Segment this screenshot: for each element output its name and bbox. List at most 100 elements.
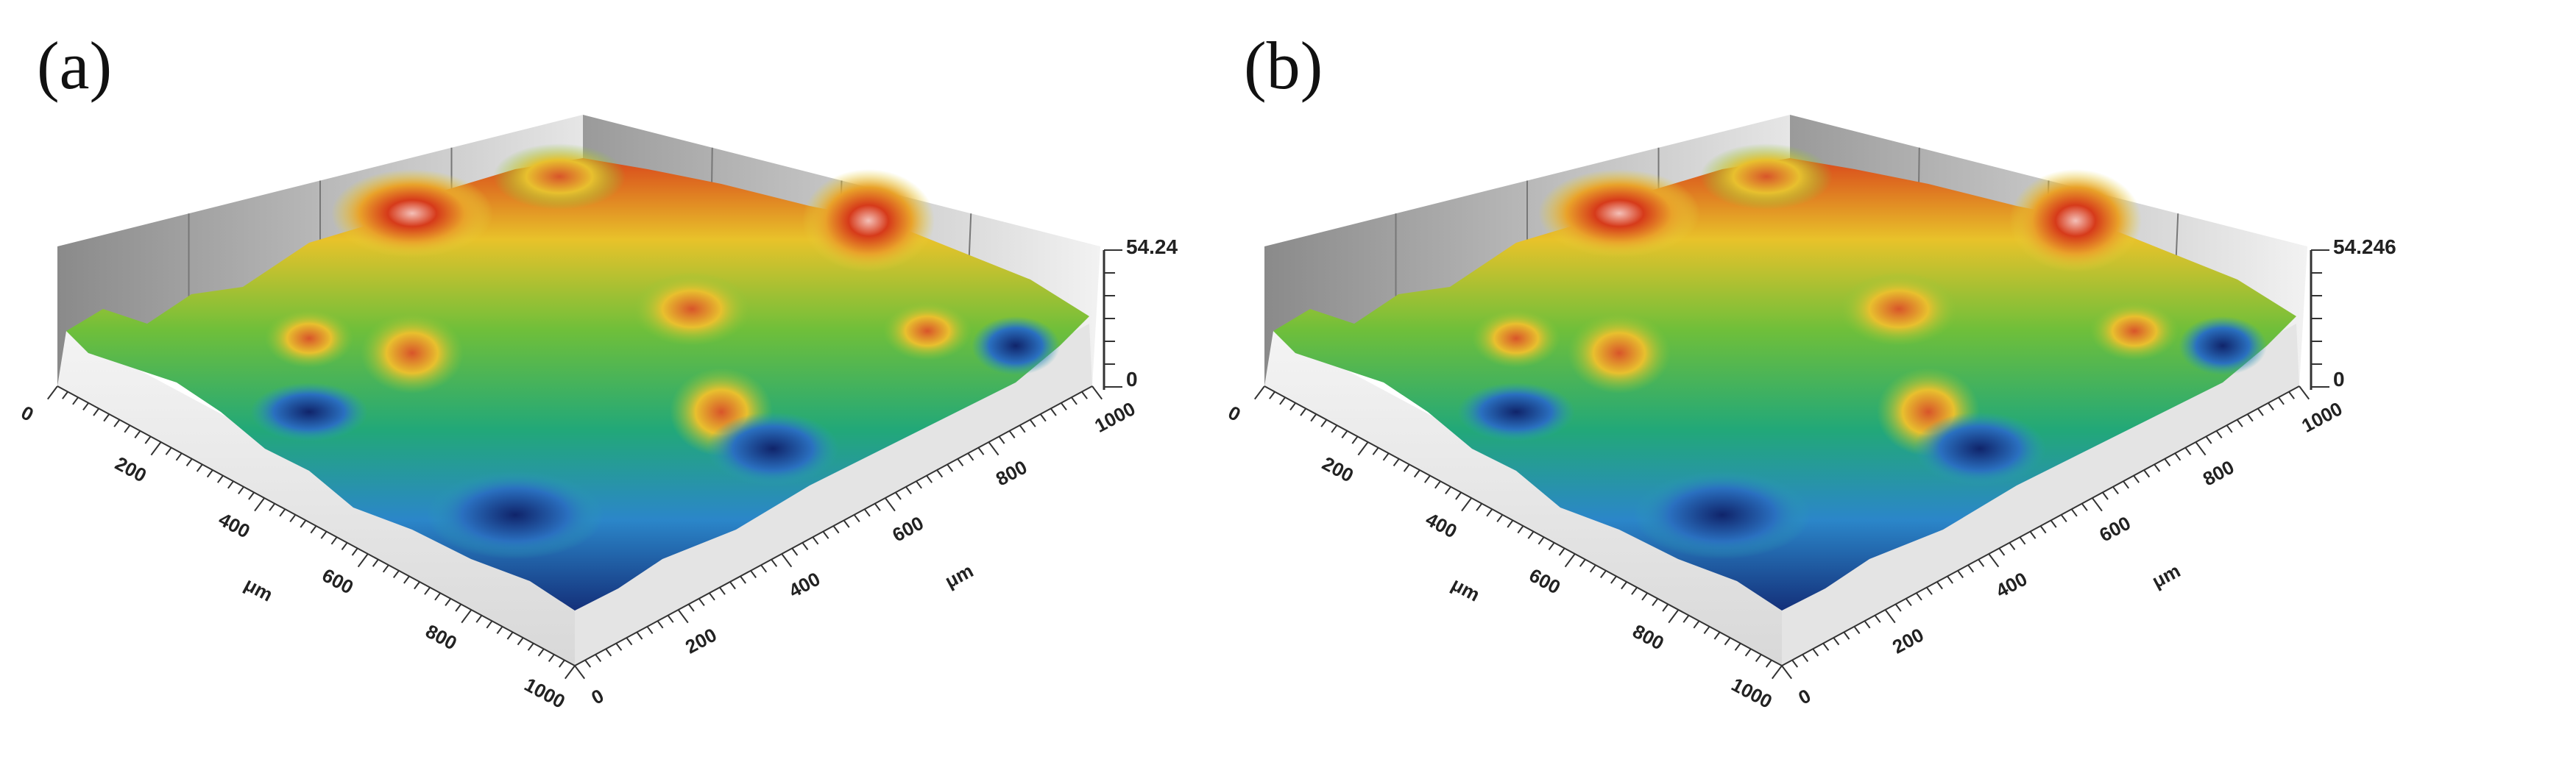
- y-tick-label: 0: [1794, 684, 1814, 708]
- x-tick-label: 600: [319, 564, 357, 599]
- y-minor-tick: [1905, 598, 1912, 607]
- y-minor-tick: [595, 654, 602, 663]
- x-minor-tick: [165, 446, 172, 455]
- x-tick-label: 600: [1526, 564, 1564, 599]
- y-minor-tick: [1050, 408, 1057, 416]
- z-tick-label: 54.246: [2333, 235, 2396, 258]
- y-minor-tick: [2070, 508, 2078, 517]
- y-minor-tick: [967, 452, 974, 461]
- surface-peak: [633, 272, 751, 346]
- box-front-right: [575, 324, 1092, 666]
- x-minor-tick: [1300, 408, 1307, 416]
- x-tick-label: 800: [422, 620, 460, 655]
- x-minor-tick: [455, 603, 462, 612]
- y-minor-tick: [1008, 430, 1016, 439]
- x-minor-tick: [1372, 446, 1379, 455]
- x-tick-label: 200: [112, 452, 150, 487]
- x-minor-tick: [1434, 480, 1441, 489]
- panel: 0 200 400 600 800 1000 0 200 400 600 800 1000 μm μm 54…: [18, 28, 1178, 713]
- y-tick-label: 200: [1889, 624, 1927, 658]
- y-minor-tick: [2257, 408, 2264, 416]
- box-front-left: [57, 331, 575, 666]
- surface: [1273, 158, 2296, 611]
- x-minor-tick: [1496, 514, 1504, 523]
- x-tick-label: 400: [1422, 508, 1460, 543]
- x-minor-tick: [1765, 659, 1772, 668]
- y-minor-tick: [646, 626, 654, 635]
- x-minor-tick: [1703, 626, 1710, 635]
- x-minor-tick: [372, 558, 379, 567]
- y-tick-label: 0: [587, 684, 607, 708]
- surface-peak: [493, 143, 626, 210]
- y-minor-tick: [1061, 402, 1067, 411]
- x-minor-tick: [1579, 558, 1586, 567]
- x-minor-tick: [1403, 463, 1410, 472]
- x-minor-tick: [1548, 542, 1555, 551]
- x-minor-tick: [1713, 631, 1721, 640]
- y-minor-tick: [853, 514, 860, 523]
- z-tick-label: 0: [1126, 368, 1138, 391]
- y-tick-label: 200: [682, 624, 720, 658]
- surface-peak: [361, 313, 464, 394]
- y-tick-label: 600: [888, 512, 927, 547]
- x-minor-tick: [1610, 575, 1617, 584]
- panel-label: (b): [1244, 28, 1323, 103]
- x-minor-tick: [341, 542, 348, 551]
- y-minor-tick: [1894, 603, 1902, 612]
- x-minor-tick: [300, 519, 307, 528]
- x-minor-tick: [445, 598, 452, 607]
- z-tick-label: 54.24: [1126, 235, 1178, 258]
- y-minor-tick: [2205, 435, 2212, 444]
- x-minor-tick: [1413, 469, 1420, 478]
- x-minor-tick: [1445, 486, 1451, 495]
- y-minor-tick: [2039, 525, 2047, 534]
- y-minor-tick: [2226, 424, 2233, 433]
- y-minor-tick: [1833, 637, 1840, 646]
- x-minor-tick: [1744, 648, 1752, 657]
- x-minor-tick: [1455, 491, 1462, 500]
- y-minor-tick: [874, 502, 881, 511]
- x-minor-tick: [82, 402, 89, 411]
- surface-peak: [883, 302, 972, 360]
- x-minor-tick: [1558, 547, 1565, 556]
- y-minor-tick: [605, 648, 612, 657]
- x-minor-tick: [1527, 530, 1535, 539]
- y-minor-tick: [771, 558, 778, 567]
- y-minor-tick: [1988, 553, 2000, 568]
- x-tick-label: 1000: [521, 673, 569, 713]
- y-tick-label: 800: [2199, 456, 2237, 491]
- x-minor-tick: [1289, 402, 1296, 411]
- y-minor-tick: [791, 547, 799, 556]
- x-minor-tick: [103, 413, 110, 422]
- x-minor-tick: [1641, 592, 1649, 601]
- y-minor-tick: [2060, 514, 2067, 523]
- x-minor-tick: [548, 654, 555, 663]
- y-minor-tick: [832, 525, 840, 534]
- y-minor-tick: [988, 441, 999, 456]
- y-minor-tick: [2009, 542, 2016, 551]
- y-minor-tick: [2278, 396, 2285, 405]
- y-minor-tick: [615, 642, 623, 651]
- x-minor-tick: [254, 497, 266, 512]
- y-minor-tick: [812, 536, 819, 545]
- y-minor-tick: [657, 620, 664, 629]
- x-minor-tick: [1393, 458, 1400, 467]
- y-minor-tick: [1947, 575, 1953, 584]
- x-tick-label: 0: [18, 401, 38, 425]
- x-minor-tick: [424, 586, 431, 595]
- y-axis-unit: μm: [941, 559, 977, 592]
- x-minor-tick: [1269, 391, 1275, 399]
- x-minor-tick: [269, 502, 276, 511]
- y-minor-tick: [1812, 648, 1819, 657]
- y-minor-tick: [936, 469, 944, 478]
- x-minor-tick: [434, 592, 442, 601]
- x-minor-tick: [1254, 385, 1265, 400]
- y-minor-tick: [574, 665, 586, 680]
- x-minor-tick: [403, 575, 410, 584]
- y-minor-tick: [626, 637, 633, 646]
- box-front-right: [1782, 324, 2299, 666]
- y-minor-tick: [1936, 581, 1943, 590]
- surface-valley: [1457, 382, 1575, 441]
- x-minor-tick: [216, 474, 224, 483]
